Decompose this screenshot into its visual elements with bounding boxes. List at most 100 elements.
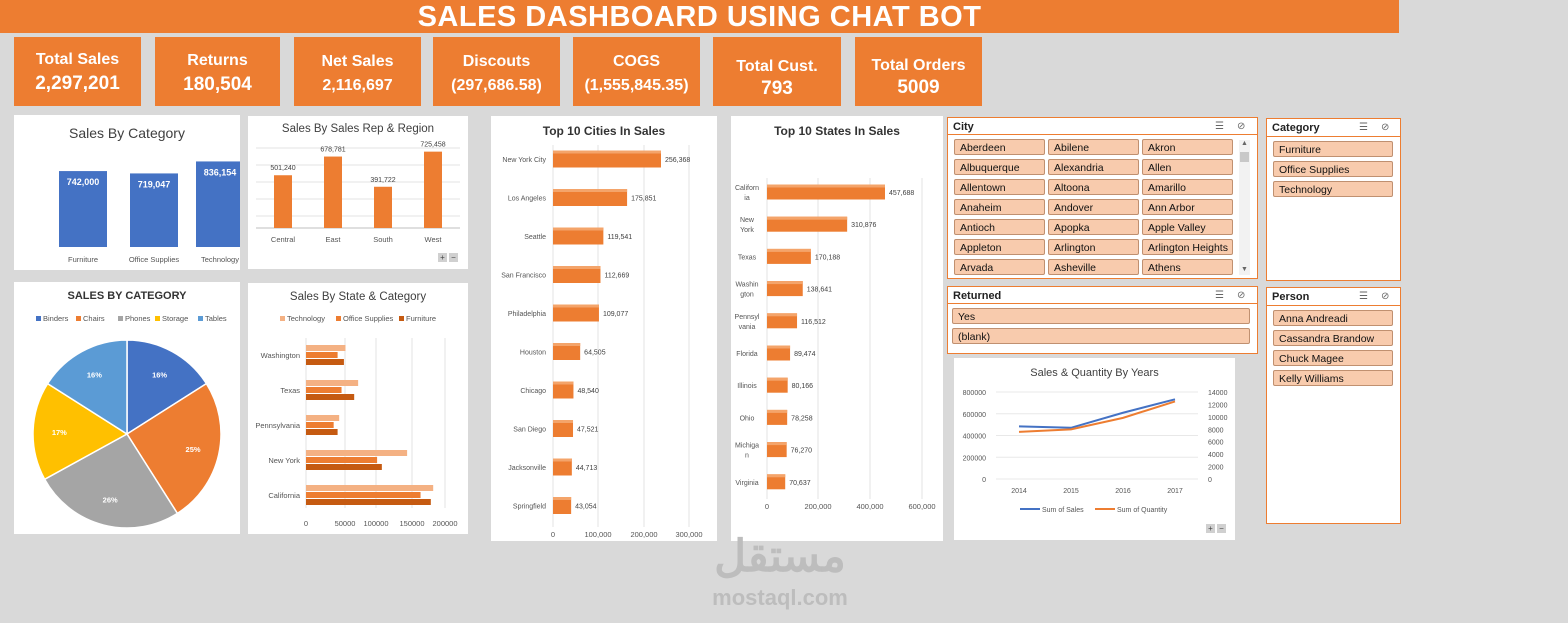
slicer-title: Category — [1272, 122, 1320, 134]
legend-label: Chairs — [83, 314, 105, 323]
bar — [306, 394, 355, 400]
bar — [130, 173, 178, 247]
bar — [553, 304, 599, 322]
collapse-field-button[interactable]: − — [449, 253, 458, 262]
slicer-item[interactable]: Antioch — [954, 219, 1045, 235]
slicer-item[interactable]: Asheville — [1048, 259, 1139, 275]
bar — [306, 387, 342, 393]
slicer-item[interactable]: Apopka — [1048, 219, 1139, 235]
slicer-item[interactable]: Athens — [1142, 259, 1233, 275]
kpi-label: COGS — [612, 53, 661, 70]
slicer-item[interactable]: Akron — [1142, 139, 1233, 155]
slicer-item[interactable]: Alexandria — [1048, 159, 1139, 175]
slicer-item[interactable]: Yes — [952, 308, 1250, 324]
data-label: 138,641 — [807, 287, 832, 294]
slicer-item[interactable]: Arlington — [1048, 239, 1139, 255]
bar — [306, 415, 340, 421]
category-label: n — [745, 453, 749, 460]
tick-label: 600000 — [963, 412, 986, 419]
slicer-title: Returned — [953, 290, 1002, 302]
chart-sales-by-category: Sales By Category 742,000 Furniture 719,04… — [14, 115, 240, 270]
slicer-item[interactable]: Ann Arbor — [1142, 199, 1233, 215]
kpi-total-orders: Total Orders 5009 — [855, 37, 982, 106]
expand-field-button[interactable]: + — [1206, 524, 1215, 533]
collapse-field-button[interactable]: − — [1217, 524, 1226, 533]
category-label: Pennsylvania — [255, 421, 300, 430]
data-label: 836,154 — [204, 167, 237, 177]
clear-filter-icon[interactable]: ⊘ — [1381, 291, 1390, 302]
category-label: Texas — [280, 386, 300, 395]
category-label: New York City — [502, 157, 546, 164]
legend-swatch — [118, 316, 123, 321]
slice-label: 16% — [87, 371, 102, 380]
kpi-label: Net Sales — [321, 53, 394, 70]
slicer-item[interactable]: Abilene — [1048, 139, 1139, 155]
slicer-item[interactable]: Arvada — [954, 259, 1045, 275]
data-label: 457,688 — [889, 190, 914, 197]
chart-title: Top 10 States In Sales — [774, 124, 900, 138]
slicer-item[interactable]: Furniture — [1273, 141, 1393, 157]
slicer-item[interactable]: Arlington Heights — [1142, 239, 1233, 255]
scroll-down-icon[interactable]: ▼ — [1241, 266, 1248, 273]
slicer-item[interactable]: Technology — [1273, 181, 1393, 197]
kpi-value: 2,116,697 — [322, 77, 393, 94]
category-label: York — [740, 227, 754, 234]
data-label: 175,851 — [631, 196, 656, 203]
slicer-item[interactable]: Cassandra Brandow — [1273, 330, 1393, 346]
legend-swatch — [155, 316, 160, 321]
tick-label: East — [325, 235, 341, 244]
clear-filter-icon[interactable]: ⊘ — [1381, 122, 1390, 133]
category-label: Seattle — [524, 234, 546, 241]
bar — [767, 442, 787, 458]
pie-slice — [32, 382, 129, 481]
bar — [374, 186, 392, 228]
multi-select-icon[interactable]: ☰ — [1215, 121, 1224, 132]
slicer-scrollbar[interactable]: ▲ ▼ — [1239, 140, 1250, 275]
kpi-value: (1,555,845.35) — [584, 77, 689, 94]
category-label: Illinois — [737, 383, 757, 390]
slicer-item[interactable]: Kelly Williams — [1273, 370, 1393, 386]
slicer-item[interactable]: Apple Valley — [1142, 219, 1233, 235]
tick-label: West — [425, 235, 443, 244]
slicer-item[interactable]: Allen — [1142, 159, 1233, 175]
slice-label: 17% — [52, 428, 67, 437]
bar — [306, 485, 434, 491]
scroll-up-icon[interactable]: ▲ — [1241, 140, 1248, 147]
slicer-item[interactable]: Albuquerque — [954, 159, 1045, 175]
bar — [767, 184, 885, 200]
multi-select-icon[interactable]: ☰ — [1215, 290, 1224, 301]
slicer-item[interactable]: Anaheim — [954, 199, 1045, 215]
series-line — [1018, 398, 1176, 429]
scroll-thumb[interactable] — [1240, 152, 1249, 162]
category-label: Jacksonville — [508, 465, 546, 472]
bar — [324, 156, 342, 228]
legend-label: Binders — [43, 314, 69, 323]
clear-filter-icon[interactable]: ⊘ — [1237, 290, 1246, 301]
slicer-item[interactable]: Office Supplies — [1273, 161, 1393, 177]
tick-label: 300,000 — [675, 530, 702, 539]
slicer-item[interactable]: Altoona — [1048, 179, 1139, 195]
tick-label: Central — [271, 235, 296, 244]
slicer-item[interactable]: Andover — [1048, 199, 1139, 215]
slicer-item[interactable]: Aberdeen — [954, 139, 1045, 155]
slicer-item[interactable]: Allentown — [954, 179, 1045, 195]
multi-select-icon[interactable]: ☰ — [1359, 122, 1368, 133]
kpi-total-customers: Total Cust. 793 — [713, 37, 841, 106]
clear-filter-icon[interactable]: ⊘ — [1237, 121, 1246, 132]
bar — [767, 248, 811, 264]
data-label: 116,512 — [801, 319, 826, 326]
slicer-item[interactable]: Chuck Magee — [1273, 350, 1393, 366]
bar — [767, 281, 803, 297]
multi-select-icon[interactable]: ☰ — [1359, 291, 1368, 302]
slicer-item[interactable]: Anna Andreadi — [1273, 310, 1393, 326]
bar-highlight — [553, 497, 572, 500]
expand-field-button[interactable]: + — [438, 253, 447, 262]
data-label: 391,722 — [370, 177, 395, 184]
slicer-item[interactable]: Appleton — [954, 239, 1045, 255]
slicer-item[interactable]: Amarillo — [1142, 179, 1233, 195]
slicer-item[interactable]: (blank) — [952, 328, 1250, 344]
tick-label: 0 — [304, 519, 308, 528]
tick-label: 12000 — [1208, 402, 1228, 409]
category-label: New York — [268, 456, 300, 465]
top10-states-plot: 0 200,000 400,000 600,000 457,688 Californ ia 3… — [735, 178, 936, 511]
